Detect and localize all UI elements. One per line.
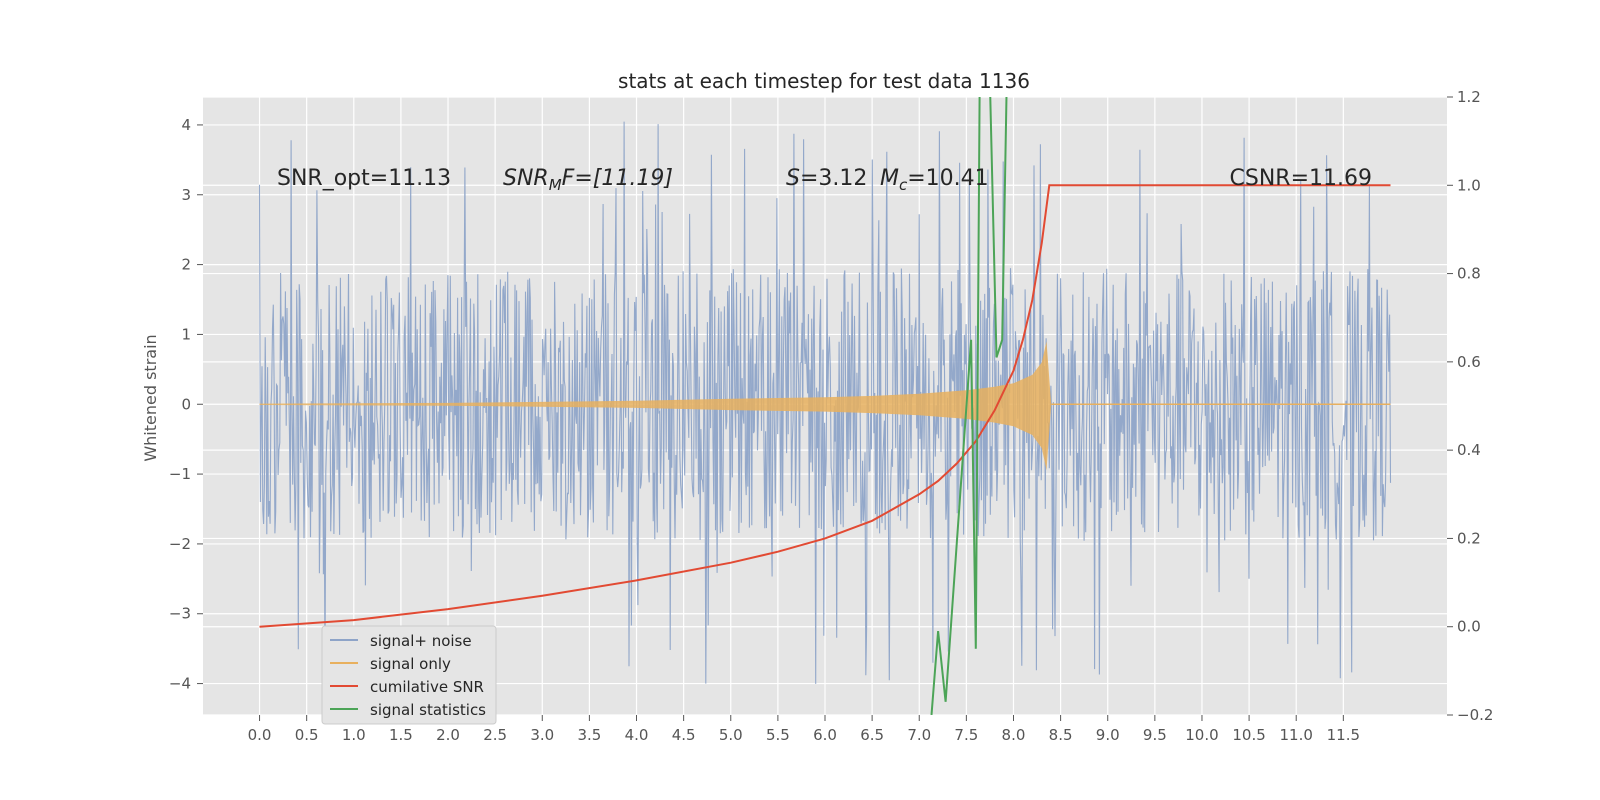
x-tick-label: 10.0	[1185, 726, 1218, 744]
y-tick-label: −1	[169, 465, 191, 483]
s-annotation: S=3.12	[786, 166, 867, 191]
y-tick-label: 2	[181, 256, 191, 274]
y-axis-left: −4 −3 −2 −1 0 1 2 3 4	[169, 116, 203, 693]
plot-series	[258, 97, 1392, 715]
y2-tick-label: −0.2	[1457, 706, 1493, 724]
x-tick-label: 10.5	[1232, 726, 1265, 744]
y-tick-label: −4	[169, 675, 191, 693]
x-tick-label: 4.0	[625, 726, 649, 744]
signal-noise-line	[258, 121, 1392, 684]
y2-tick-label: 0.0	[1457, 618, 1481, 636]
x-tick-label: 8.5	[1049, 726, 1073, 744]
csnr-annotation: CSNR=11.69	[1230, 166, 1372, 191]
legend-label-signal-noise: signal+ noise	[370, 632, 472, 650]
y2-tick-label: 1.0	[1457, 176, 1481, 194]
x-tick-label: 0.5	[295, 726, 319, 744]
x-tick-label: 9.0	[1096, 726, 1120, 744]
x-tick-label: 3.5	[577, 726, 601, 744]
y-tick-label: −2	[169, 535, 191, 553]
y2-tick-label: 1.2	[1457, 88, 1481, 106]
x-tick-label: 2.5	[483, 726, 507, 744]
x-tick-label: 5.5	[766, 726, 790, 744]
y2-tick-label: 0.8	[1457, 265, 1481, 283]
y-tick-label: 1	[181, 325, 191, 343]
x-tick-label: 11.0	[1280, 726, 1313, 744]
legend-label-cumulative-snr: cumilative SNR	[370, 678, 484, 696]
y-tick-label: 0	[181, 395, 191, 413]
mc-value: =10.41	[907, 166, 988, 191]
x-tick-label: 1.0	[342, 726, 366, 744]
y-axis-label: Whitened strain	[141, 334, 160, 461]
x-tick-label: 4.5	[672, 726, 696, 744]
x-tick-label: 8.0	[1002, 726, 1026, 744]
legend-label-signal-only: signal only	[370, 655, 451, 673]
x-tick-label: 9.5	[1143, 726, 1167, 744]
x-tick-label: 0.0	[248, 726, 272, 744]
legend-box	[321, 625, 497, 725]
x-tick-label: 11.5	[1327, 726, 1360, 744]
cumulative-snr-line	[259, 184, 1391, 628]
snr-mf-symbol: SNR	[503, 166, 549, 191]
y-tick-label: −3	[169, 605, 191, 623]
signal-statistics-line	[930, 97, 1008, 715]
y-axis-right: −0.2 0.0 0.2 0.4 0.6 0.8 1.0 1.2	[1447, 88, 1493, 724]
y-tick-label: 4	[181, 116, 191, 134]
snr-opt-annotation: SNR_opt=11.13	[277, 166, 451, 191]
mc-subscript: c	[899, 176, 908, 194]
x-tick-label: 7.5	[954, 726, 978, 744]
stat-annotations: SNR_opt=11.13 SNRMF=[11.19] S=3.12 Mc=10…	[277, 166, 1372, 194]
s-value: =3.12	[800, 166, 867, 191]
mc-annotation: Mc=10.41	[880, 166, 989, 194]
mc-symbol: M	[880, 166, 899, 191]
chart-title: stats at each timestep for test data 113…	[618, 69, 1030, 93]
y2-tick-label: 0.2	[1457, 529, 1481, 547]
snr-mf-subscript: M	[549, 176, 562, 194]
x-tick-label: 1.5	[389, 726, 413, 744]
s-symbol: S	[786, 166, 800, 191]
snr-mf-value: F=[11.19]	[562, 166, 673, 191]
y-tick-label: 3	[181, 186, 191, 204]
x-tick-label: 5.0	[719, 726, 743, 744]
snr-mf-annotation: SNRMF=[11.19]	[503, 166, 673, 194]
y2-tick-label: 0.4	[1457, 441, 1481, 459]
x-tick-label: 3.0	[530, 726, 554, 744]
x-tick-label: 6.5	[860, 726, 884, 744]
x-tick-label: 2.0	[436, 726, 460, 744]
legend: signal+ noise signal only cumilative SNR…	[321, 625, 497, 725]
x-tick-label: 7.0	[907, 726, 931, 744]
y2-tick-label: 0.6	[1457, 353, 1481, 371]
plot-area	[203, 96, 1447, 716]
legend-label-signal-statistics: signal statistics	[370, 701, 486, 719]
x-tick-label: 6.0	[813, 726, 837, 744]
x-axis: 0.0 0.5 1.0 1.5 2.0 2.5 3.0 3.5 4.0 4.5 5.0 5.5 6.0 6…	[248, 715, 1360, 744]
signal-only-fill	[259, 341, 1052, 471]
